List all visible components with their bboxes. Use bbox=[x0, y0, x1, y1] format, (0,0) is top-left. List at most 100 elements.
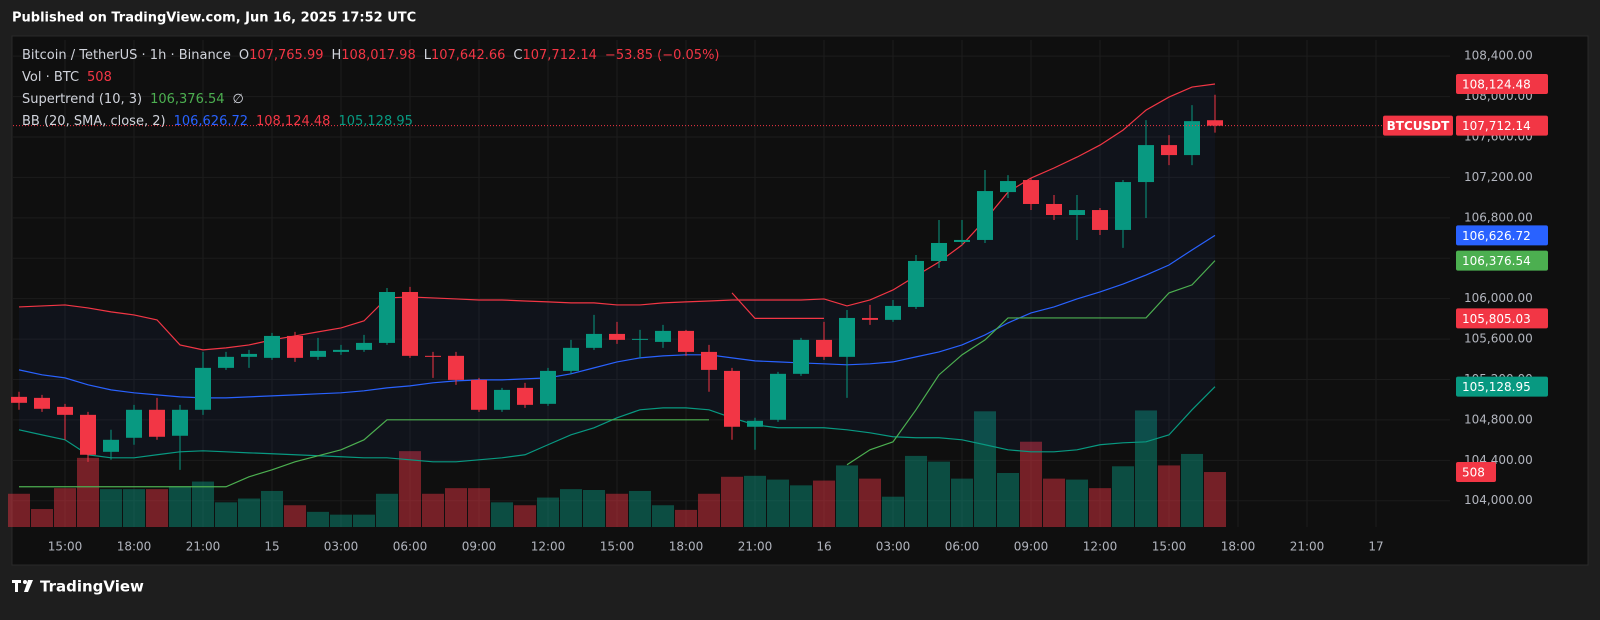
x-tick-label: 21:00 bbox=[1290, 540, 1325, 554]
legend-item: 108,124.48 bbox=[256, 114, 330, 129]
bb-fill bbox=[19, 84, 1215, 462]
x-tick-label: 18:00 bbox=[1221, 540, 1256, 554]
legend-item: O bbox=[239, 48, 249, 63]
legend-item: Vol · BTC bbox=[22, 70, 79, 85]
candle-body bbox=[1046, 203, 1062, 215]
volume-bar bbox=[813, 480, 835, 527]
legend-item: Bitcoin / TetherUS · 1h · Binance bbox=[22, 48, 231, 63]
volume-bar bbox=[54, 488, 76, 527]
candle-body bbox=[954, 239, 970, 242]
volume-bar bbox=[997, 472, 1019, 527]
legend-item: 508 bbox=[87, 70, 112, 85]
price-axis-label-text: 105,805.03 bbox=[1462, 312, 1531, 326]
candle-body bbox=[34, 397, 50, 409]
brand-logo bbox=[12, 580, 33, 592]
volume-bar bbox=[468, 488, 490, 527]
legend-item: ∅ bbox=[233, 92, 244, 107]
volume-bar bbox=[353, 514, 375, 527]
published-note: Published on TradingView.com, Jun 16, 20… bbox=[12, 11, 416, 26]
candle-body bbox=[885, 305, 901, 320]
candle-body bbox=[770, 373, 786, 420]
volume-bar bbox=[169, 486, 191, 527]
candle-body bbox=[724, 370, 740, 427]
legend-item: −53.85 (−0.05%) bbox=[605, 48, 720, 63]
price-axis-label bbox=[1456, 74, 1548, 95]
brand-name: TradingView bbox=[40, 578, 144, 596]
volume-bar bbox=[1181, 453, 1203, 527]
legend-item: BB (20, SMA, close, 2) bbox=[22, 114, 166, 129]
candle-body bbox=[1138, 145, 1154, 183]
volume-bar bbox=[1112, 466, 1134, 527]
volume-bar bbox=[422, 493, 444, 527]
volume-bar bbox=[790, 485, 812, 527]
legend-item: 107,765.99 bbox=[249, 48, 323, 63]
y-tick-label: 108,400.00 bbox=[1464, 49, 1533, 63]
candle-body bbox=[126, 409, 142, 438]
volume-bar bbox=[238, 498, 260, 527]
volume-bar bbox=[399, 451, 421, 527]
legend-item: C bbox=[513, 48, 522, 63]
candle-body bbox=[149, 409, 165, 437]
candle-body bbox=[1207, 120, 1223, 126]
y-tick-label: 107,200.00 bbox=[1464, 170, 1533, 184]
price-axis-label bbox=[1456, 115, 1548, 136]
volume-bar bbox=[307, 511, 329, 527]
candle-body bbox=[540, 370, 556, 404]
y-tick-label: 104,000.00 bbox=[1464, 493, 1533, 507]
candle-body bbox=[80, 414, 96, 455]
volume-bar bbox=[560, 489, 582, 527]
x-tick-label: 21:00 bbox=[186, 540, 221, 554]
volume-bar bbox=[675, 509, 697, 527]
volume-bar bbox=[836, 465, 858, 527]
volume-bar bbox=[1158, 465, 1180, 527]
x-tick-label: 09:00 bbox=[462, 540, 497, 554]
candle-body bbox=[241, 353, 257, 357]
candle-body bbox=[218, 356, 234, 368]
legend-item: H bbox=[332, 48, 342, 63]
candle-body bbox=[793, 339, 809, 374]
price-axis-label bbox=[1456, 225, 1548, 246]
candle-body bbox=[264, 335, 280, 358]
volume-bar bbox=[698, 493, 720, 527]
volume-bar bbox=[77, 457, 99, 527]
volume-bar bbox=[606, 493, 628, 527]
volume-bar bbox=[652, 505, 674, 527]
volume-bar bbox=[123, 489, 145, 527]
price-axis-label bbox=[1456, 308, 1548, 329]
legend-row: Vol · BTC 508 bbox=[22, 70, 112, 85]
ticker-label-text: BTCUSDT bbox=[1387, 119, 1450, 133]
volume-bar bbox=[8, 493, 30, 527]
volume-bar bbox=[514, 505, 536, 527]
candle-body bbox=[747, 420, 763, 427]
candle-body bbox=[1092, 210, 1108, 230]
price-axis-label-text: 107,712.14 bbox=[1462, 119, 1531, 133]
legend-row: BB (20, SMA, close, 2) 106,626.72 108,124.… bbox=[22, 114, 413, 129]
x-tick-label: 21:00 bbox=[738, 540, 773, 554]
candle-body bbox=[402, 291, 418, 356]
volume-bar bbox=[491, 502, 513, 527]
plot: 104,000.00104,400.00104,800.00105,200.00… bbox=[8, 40, 1548, 554]
candle-body bbox=[356, 342, 372, 350]
x-tick-label: 06:00 bbox=[945, 540, 980, 554]
volume-bar bbox=[284, 505, 306, 527]
candle-body bbox=[701, 351, 717, 370]
candle-body bbox=[609, 333, 625, 340]
volume-bar bbox=[146, 489, 168, 527]
candle-body bbox=[425, 355, 441, 357]
candle-body bbox=[816, 339, 832, 357]
candle-body bbox=[1069, 210, 1085, 215]
candle-body bbox=[563, 347, 579, 371]
supertrend-up bbox=[19, 260, 1216, 488]
candle-body bbox=[1000, 181, 1016, 193]
volume-bar bbox=[1020, 441, 1042, 527]
volume-bar bbox=[1089, 488, 1111, 527]
legend-item: 106,626.72 bbox=[174, 114, 248, 129]
x-tick-label: 15 bbox=[264, 540, 279, 554]
volume-bar bbox=[1066, 479, 1088, 527]
volume-bar bbox=[445, 488, 467, 527]
volume-bar bbox=[537, 497, 559, 527]
volume-bar bbox=[928, 461, 950, 527]
y-tick-label: 106,800.00 bbox=[1464, 210, 1533, 224]
x-tick-label: 06:00 bbox=[393, 540, 428, 554]
